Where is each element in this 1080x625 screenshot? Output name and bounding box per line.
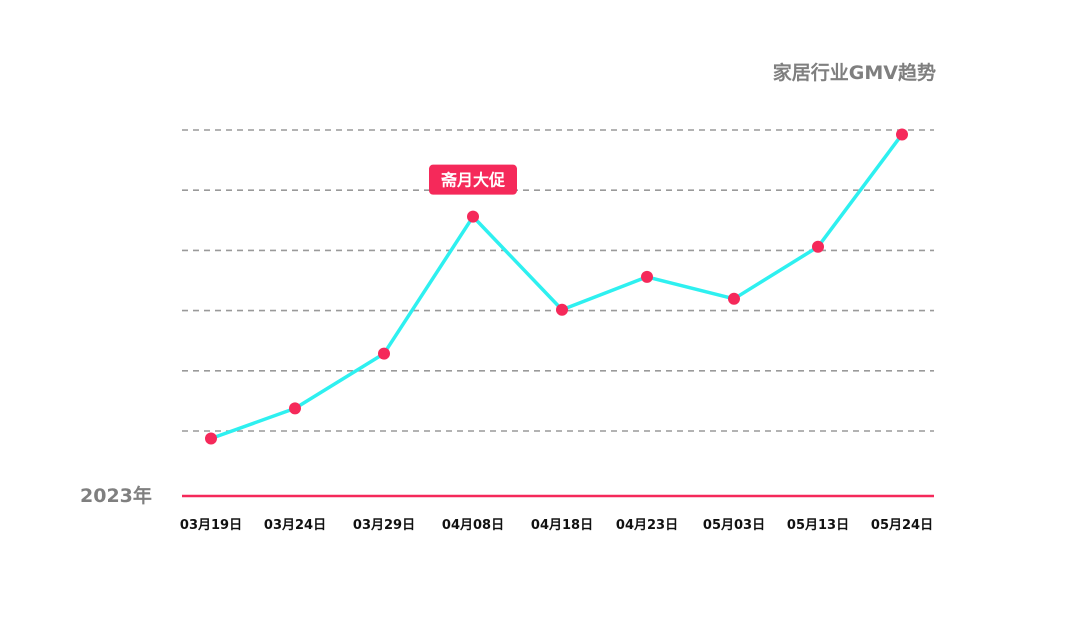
data-point — [641, 270, 653, 283]
x-tick-label: 04月08日 — [442, 518, 504, 533]
x-axis-ticks: 03月19日 03月24日 03月29日 04月08日 04月18日 04月23日 05月0… — [180, 518, 933, 533]
data-point — [467, 210, 479, 223]
promo-annotation-badge — [429, 164, 517, 195]
x-tick-label: 04月18日 — [531, 518, 593, 533]
promo-annotation-label: 斋月大促 — [440, 171, 506, 190]
x-tick-label: 03月29日 — [353, 518, 415, 533]
year-label: 2023年 — [80, 484, 152, 507]
data-point — [205, 432, 217, 445]
data-point — [896, 128, 908, 141]
grid-lines — [182, 129, 934, 432]
data-point — [289, 402, 301, 415]
data-point — [378, 347, 390, 360]
x-tick-label: 04月23日 — [616, 518, 678, 533]
data-point — [556, 303, 568, 316]
x-tick-label: 05月03日 — [703, 518, 765, 533]
promo-annotation: 斋月大促 — [429, 164, 517, 195]
x-tick-label: 05月13日 — [787, 518, 849, 533]
data-points — [205, 128, 908, 445]
gmv-series-line — [210, 133, 904, 441]
data-point — [728, 292, 740, 305]
data-point — [812, 240, 824, 253]
x-tick-label: 03月19日 — [180, 518, 242, 533]
x-tick-label: 03月24日 — [264, 518, 326, 533]
x-tick-label: 05月24日 — [871, 518, 933, 533]
chart-title: 家居行业GMV趋势 — [773, 61, 936, 84]
